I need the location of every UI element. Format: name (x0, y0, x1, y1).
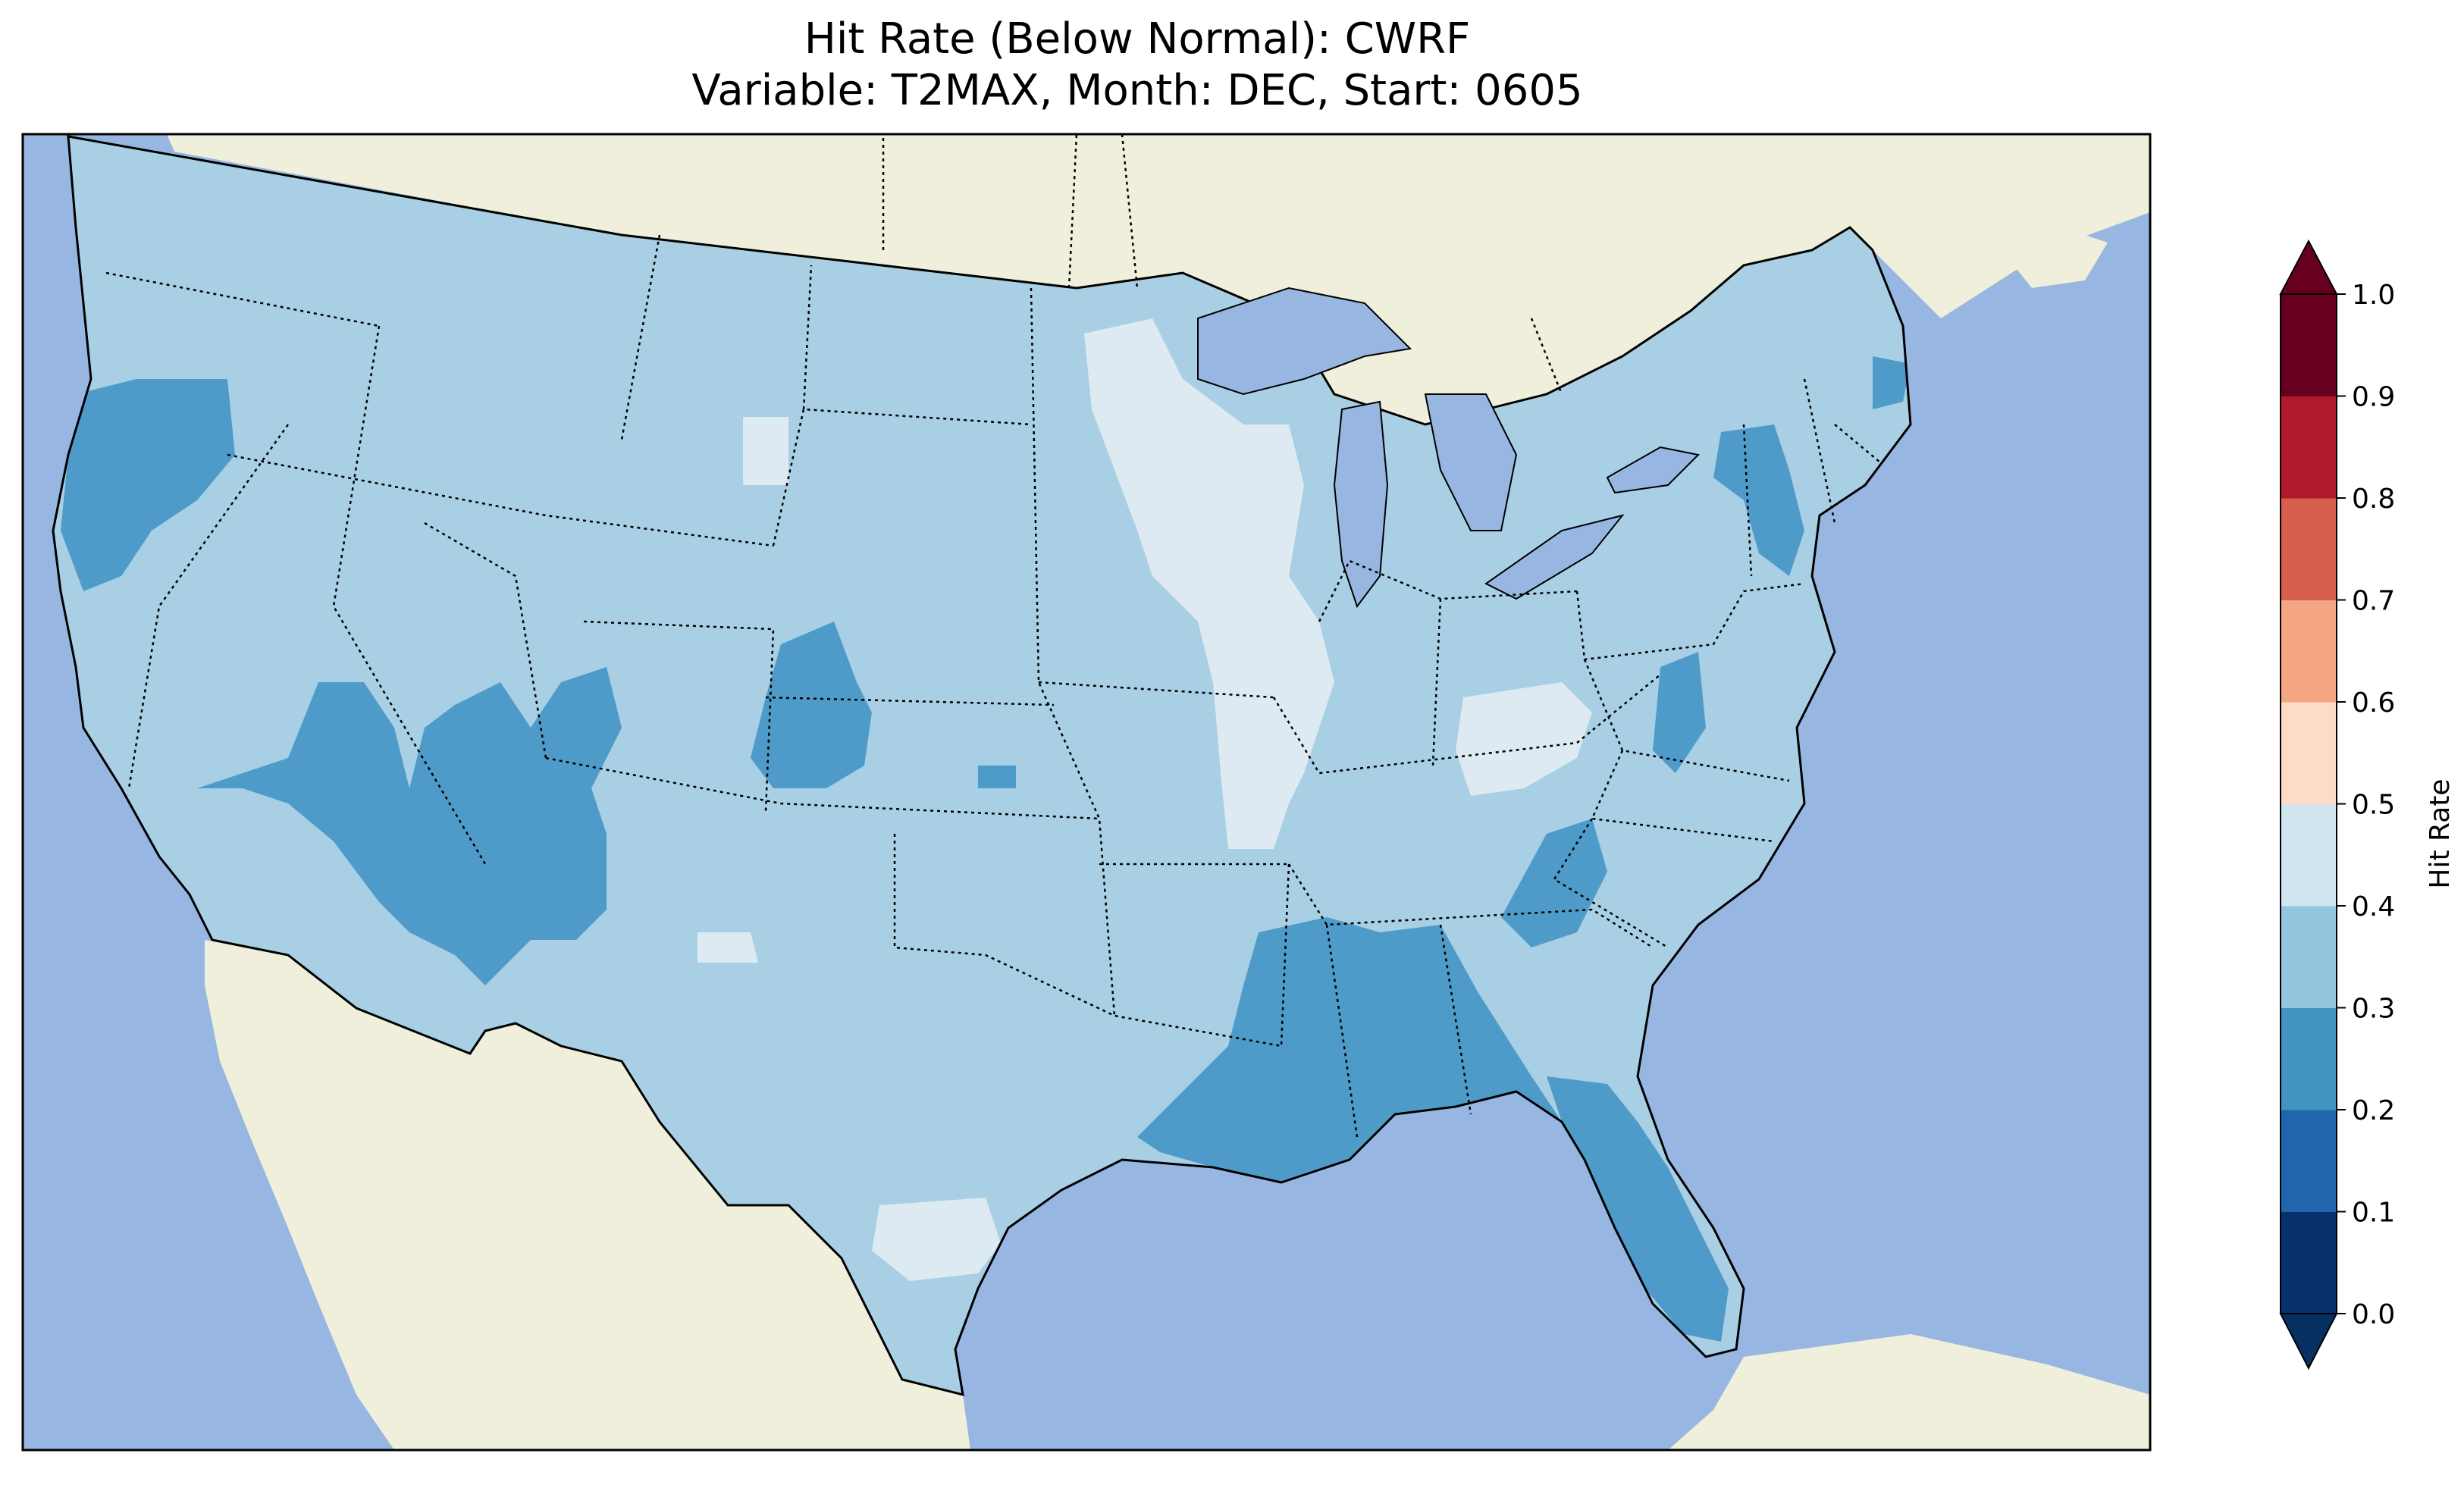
map-frame (21, 133, 2152, 1452)
colorbar-blocks (2281, 294, 2337, 1314)
region-maine (1873, 356, 1911, 409)
canada-land (167, 134, 2150, 424)
colorbar-block (2281, 600, 2337, 703)
figure-title: Hit Rate (Below Normal): CWRF Variable: … (0, 14, 2274, 117)
colorbar-ticks: 0.0 0.1 0.2 0.3 0.4 0.5 0.6 0.7 0.8 0.9 1.0 (2337, 280, 2395, 1330)
colorbar-block (2281, 294, 2337, 396)
colorbar-tick-label: 0.2 (2352, 1095, 2395, 1126)
colorbar-block (2281, 1007, 2337, 1110)
colorbar-block (2281, 1110, 2337, 1212)
colorbar-tick-label: 0.0 (2352, 1299, 2395, 1330)
state-borders (105, 134, 1881, 1138)
colorbar-tick-label: 0.3 (2352, 994, 2395, 1025)
colorbar-over-frame (2279, 239, 2338, 295)
colorbar-block (2281, 702, 2337, 804)
great-lakes (1197, 287, 1701, 609)
colorbar-tick-label: 0.5 (2352, 790, 2395, 821)
region-kansas-spot (978, 766, 1016, 788)
nova-scotia-land (2002, 227, 2108, 288)
band-0.4-0.5-regions (698, 318, 1592, 1281)
region-colorado-front-range (751, 622, 872, 788)
region-wisconsin-illinois (1084, 318, 1334, 849)
title-line-1: Hit Rate (Below Normal): CWRF (804, 14, 1471, 64)
colorbar-tick-label: 0.6 (2352, 687, 2395, 719)
colorbar-block (2281, 906, 2337, 1008)
title-line-2: Variable: T2MAX, Month: DEC, Start: 0605 (691, 66, 1583, 115)
colorbar-tick-label: 0.9 (2352, 382, 2395, 413)
colorbar-under-frame (2279, 1313, 2338, 1370)
lake-michigan (1333, 400, 1389, 609)
cuba-land (1668, 1334, 2150, 1450)
region-kentucky-west-virginia (1456, 682, 1592, 796)
region-pacific-northwest-coast (61, 379, 235, 591)
colorbar-block (2281, 396, 2337, 499)
colorbar-block (2281, 803, 2337, 907)
region-florida (1547, 1076, 1729, 1342)
region-virginia-piedmont (1653, 652, 1706, 773)
colorbar-tick-label: 0.8 (2352, 484, 2395, 515)
colorbar-tick-label: 0.7 (2352, 586, 2395, 617)
region-new-york-pennsylvania (1713, 424, 1804, 576)
colorbar-block (2281, 498, 2337, 600)
region-great-basin (197, 667, 622, 985)
region-lower-mississippi (1137, 917, 1562, 1182)
lake-huron (1424, 393, 1518, 531)
colorbar-block (2281, 1211, 2337, 1314)
region-new-mexico-spot (698, 932, 758, 963)
colorbar-under-arrow (2281, 1314, 2337, 1368)
lake-superior (1197, 287, 1412, 396)
band-0.2-0.3-regions (61, 356, 1911, 1342)
colorbar-over-arrow (2281, 241, 2337, 294)
colorbar-label: Hit Rate (2425, 778, 2456, 888)
region-south-texas (872, 1198, 1001, 1281)
baja-land (288, 985, 440, 1417)
lake-erie (1484, 514, 1625, 600)
colorbar-tick-label: 0.1 (2352, 1198, 2395, 1229)
lake-ontario (1606, 446, 1701, 494)
colorbar-tick-label: 1.0 (2352, 280, 2395, 311)
colorbar-tick-label: 0.4 (2352, 891, 2395, 922)
region-wyoming-spot (743, 417, 788, 485)
region-carolinas-piedmont (1501, 819, 1607, 947)
